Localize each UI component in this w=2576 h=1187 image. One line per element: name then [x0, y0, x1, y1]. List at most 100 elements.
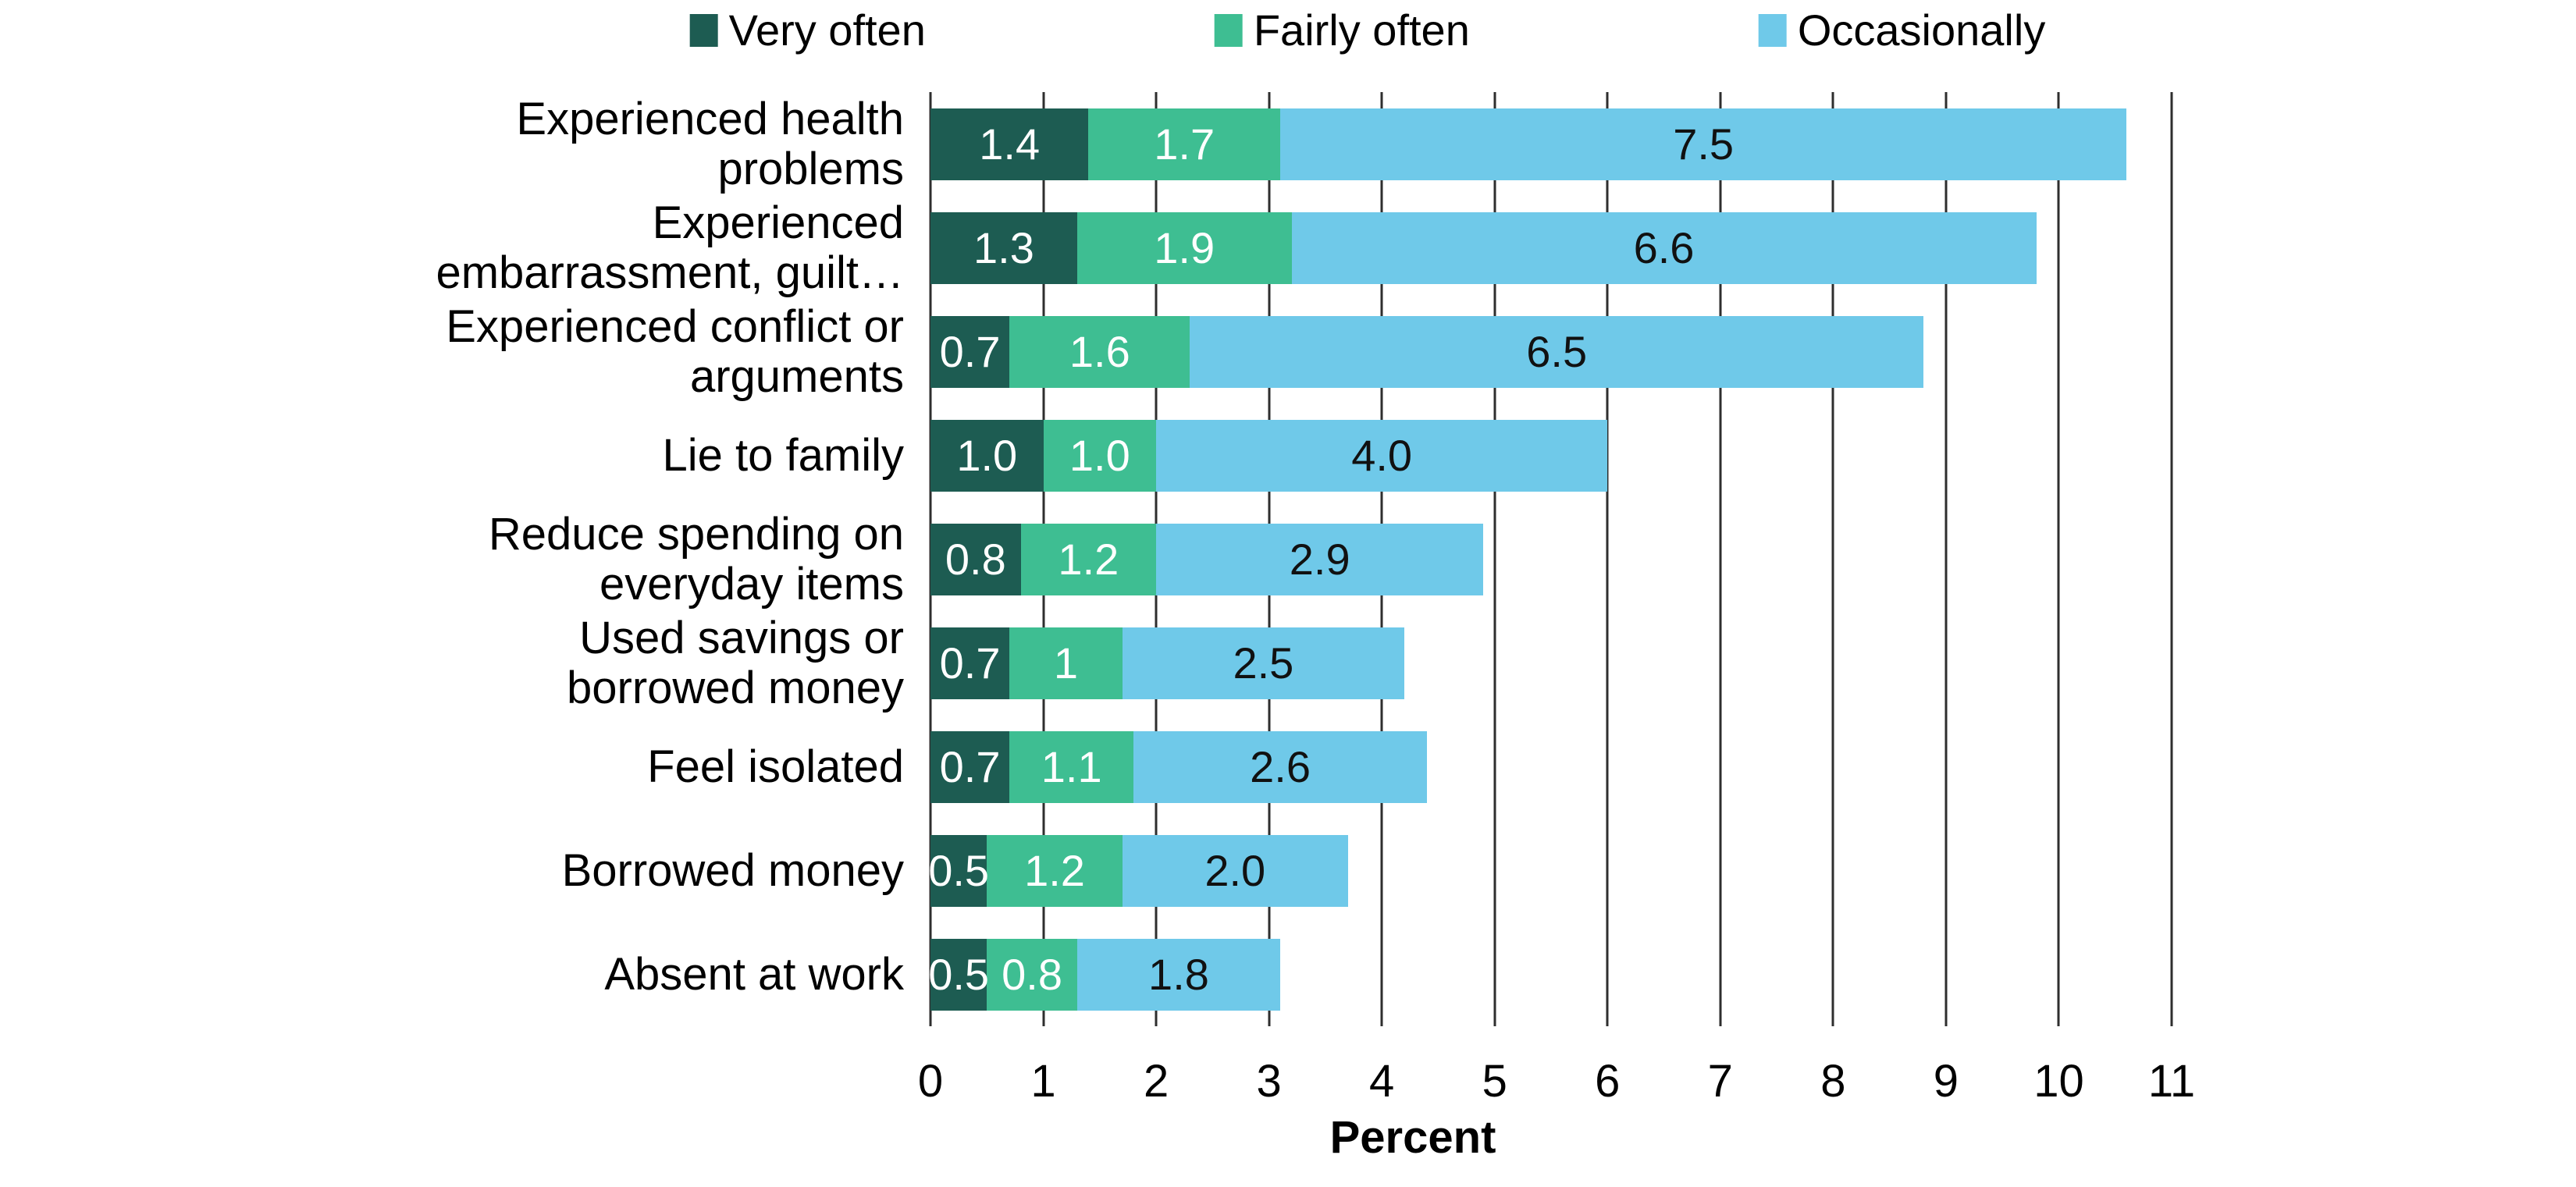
x-axis-ticks: 0 1 2 3 4 5 6 7 8 9 10 11	[918, 1055, 2195, 1110]
x-tick-label: 2	[1143, 1056, 1169, 1107]
legend-label: Fairly often	[1253, 5, 1470, 55]
bar-segment-very-often: 0.5	[928, 834, 990, 907]
bar-track: 1.3 1.9 6.6	[930, 211, 2172, 284]
bar-track: 0.5 0.8 1.8	[928, 938, 2172, 1011]
bar-segment-occasionally: 2.6	[1133, 730, 1427, 803]
bar-row: Lie to family 1.0 1.0 4.0	[0, 403, 2172, 507]
legend-label: Very often	[728, 5, 926, 55]
gridline	[1719, 92, 1722, 1026]
bar-segment-fairly-often: 1.2	[1020, 523, 1157, 595]
bar-value-label: 0.8	[1002, 950, 1062, 999]
bar-value-label: 1.2	[1058, 535, 1119, 584]
bar-value-label: 1.9	[1154, 223, 1215, 272]
bar-value-label: 1.2	[1024, 846, 1085, 895]
category-label: Absent at work	[604, 948, 904, 1000]
bar-value-label: 2.5	[1233, 638, 1294, 688]
bar-value-label: 1.8	[1148, 950, 1209, 999]
bar-value-label: 4.0	[1351, 431, 1413, 480]
bar-segment-very-often: 0.7	[930, 627, 1010, 699]
bar-segment-fairly-often: 1.7	[1088, 108, 1281, 180]
bar-segment-fairly-often: 1.9	[1076, 211, 1292, 284]
category-label: Experienced embarrassment, guilt…	[436, 197, 904, 298]
bar-segment-occasionally: 2.5	[1122, 627, 1405, 699]
x-tick-label: 9	[1933, 1056, 1959, 1107]
legend-item: Very often	[689, 5, 926, 55]
bar-segment-occasionally: 1.8	[1076, 938, 1281, 1011]
bar-value-label: 0.7	[939, 638, 1001, 688]
x-axis-title: Percent	[1329, 1112, 1496, 1163]
legend-swatch-icon	[1214, 13, 1243, 47]
bar-row: Experienced embarrassment, guilt… 1.3 1.9 6…	[0, 196, 2172, 300]
bar-row: Experienced conflict or arguments 0.7 1.6 6…	[0, 300, 2172, 403]
bar-value-label: 0.5	[928, 950, 990, 999]
bar-value-label: 1	[1053, 638, 1079, 688]
bar-segment-fairly-often: 1.1	[1009, 730, 1134, 803]
gridline	[1493, 92, 1496, 1026]
legend-label: Occasionally	[1797, 5, 2046, 55]
bar-track: 1.4 1.7 7.5	[930, 108, 2172, 180]
category-label: Feel isolated	[647, 741, 904, 792]
bar-track: 0.8 1.2 2.9	[930, 523, 2172, 595]
bar-value-label: 6.6	[1633, 223, 1695, 272]
bar-row: Reduce spending on everyday items 0.8 1.2 2…	[0, 507, 2172, 611]
bar-value-label: 0.5	[928, 846, 990, 895]
x-tick-label: 8	[1820, 1056, 1846, 1107]
bar-segment-very-often: 0.7	[930, 315, 1010, 388]
gridline	[2170, 92, 2173, 1026]
bar-track: 0.5 1.2 2.0	[928, 834, 2172, 907]
x-tick-label: 1	[1030, 1056, 1056, 1107]
bar-track: 0.7 1.6 6.5	[930, 315, 2172, 388]
bar-value-label: 1.6	[1069, 327, 1130, 376]
bar-value-label: 0.8	[945, 535, 1006, 584]
bar-segment-occasionally: 6.5	[1190, 315, 1923, 388]
category-label: Experienced health problems	[516, 93, 904, 194]
bar-segment-fairly-often: 1.2	[987, 834, 1123, 907]
gridline	[2057, 92, 2060, 1026]
gridline	[1831, 92, 1834, 1026]
bar-value-label: 1.3	[973, 223, 1034, 272]
bar-value-label: 1.0	[1069, 431, 1130, 480]
x-tick-label: 0	[917, 1056, 944, 1107]
bar-segment-occasionally: 2.9	[1156, 523, 1484, 595]
bar-value-label: 0.7	[939, 742, 1001, 791]
bar-segment-very-often: 1.3	[930, 211, 1077, 284]
category-label: Used savings or borrowed money	[567, 612, 904, 713]
bar-segment-occasionally: 6.6	[1291, 211, 2037, 284]
bar-segment-very-often: 1.4	[930, 108, 1089, 180]
bar-value-label: 0.7	[939, 327, 1001, 376]
legend-swatch-icon	[689, 13, 718, 47]
category-label: Lie to family	[662, 429, 904, 481]
bar-track: 0.7 1.1 2.6	[930, 730, 2172, 803]
bar-value-label: 7.5	[1673, 119, 1735, 169]
bar-rows: Experienced health problems 1.4 1.7 7.5 Expe…	[0, 92, 2172, 1026]
bar-track: 0.7 1 2.5	[930, 627, 2172, 699]
x-tick-label: 7	[1707, 1056, 1733, 1107]
legend-swatch-icon	[1758, 13, 1787, 47]
x-tick-label: 6	[1595, 1056, 1621, 1107]
bar-segment-occasionally: 4.0	[1156, 419, 1608, 492]
bar-row: Used savings or borrowed money 0.7 1 2.5	[0, 611, 2172, 715]
bar-track: 1.0 1.0 4.0	[930, 419, 2172, 492]
bar-value-label: 2.0	[1204, 846, 1266, 895]
bar-value-label: 1.0	[956, 431, 1018, 480]
x-tick-label: 5	[1482, 1056, 1507, 1107]
bar-row: Absent at work 0.5 0.8 1.8	[0, 922, 2172, 1026]
bar-segment-fairly-often: 1	[1009, 627, 1123, 699]
x-tick-label: 11	[2147, 1056, 2196, 1107]
x-tick-label: 3	[1256, 1056, 1282, 1107]
bar-segment-fairly-often: 0.8	[987, 938, 1077, 1011]
bar-segment-fairly-often: 1.6	[1009, 315, 1190, 388]
bar-value-label: 1.7	[1154, 119, 1215, 169]
bar-segment-occasionally: 2.0	[1122, 834, 1348, 907]
category-label: Borrowed money	[561, 844, 904, 896]
bar-value-label: 6.5	[1526, 327, 1588, 376]
chart-legend: Very often Fairly often Occasionally	[689, 5, 2046, 55]
bar-row: Borrowed money 0.5 1.2 2.0	[0, 819, 2172, 922]
category-label: Reduce spending on everyday items	[488, 508, 904, 609]
bar-segment-very-often: 1.0	[930, 419, 1044, 492]
bar-segment-fairly-often: 1.0	[1043, 419, 1157, 492]
bar-value-label: 2.6	[1250, 742, 1311, 791]
bar-value-label: 1.1	[1041, 742, 1102, 791]
gridline	[1944, 92, 1948, 1026]
